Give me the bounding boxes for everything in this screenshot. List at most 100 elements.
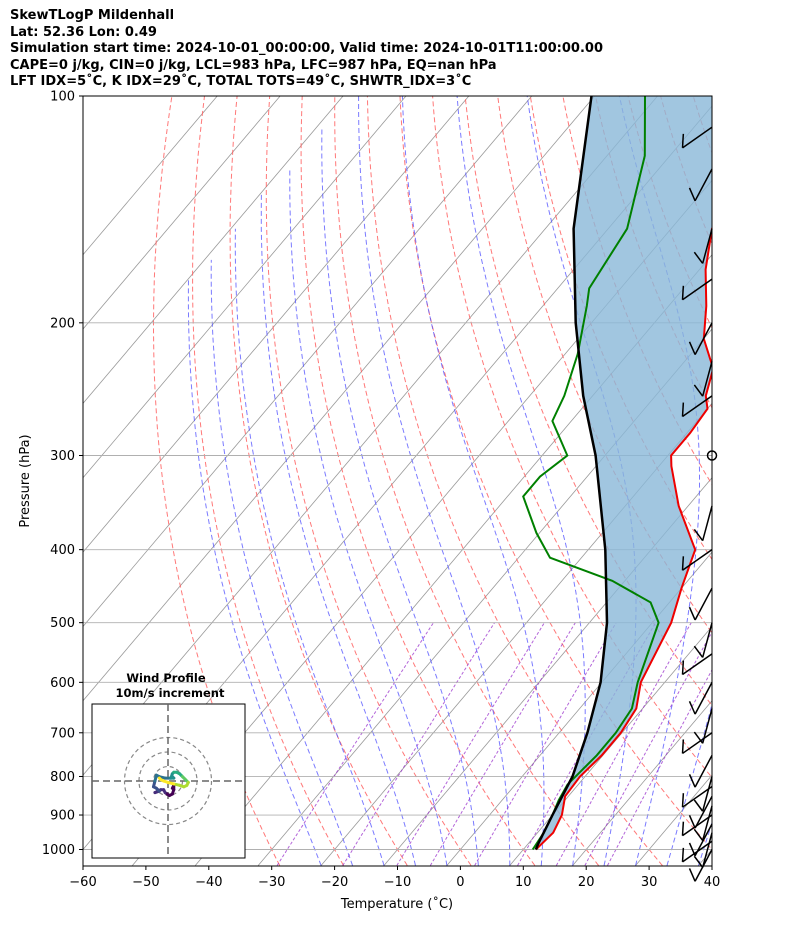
mixing-ratio-line <box>276 622 434 866</box>
background-lines <box>83 96 794 866</box>
y-tick-label: 200 <box>50 316 75 331</box>
barb-staff <box>682 278 713 301</box>
y-tick-label: 400 <box>50 543 75 558</box>
isotherm-line <box>83 96 595 702</box>
parcel-line <box>534 96 609 850</box>
stability-line: CAPE=0 j/kg, CIN=0 j/kg, LCL=983 hPa, LF… <box>10 57 497 73</box>
y-tick-label: 1000 <box>42 843 75 858</box>
wind-barb <box>688 168 713 202</box>
mixing-ratio-line <box>607 668 712 866</box>
barb-flag <box>693 251 704 264</box>
dry-adiabat-line <box>366 96 663 866</box>
y-tick-label: 800 <box>50 770 75 785</box>
barb-flag <box>688 842 696 857</box>
chart-header: SkewTLogP Mildenhall Lat: 52.36 Lon: 0.4… <box>10 8 603 91</box>
barb-flag <box>681 739 685 754</box>
moist-adiabat-line <box>358 96 511 866</box>
moist-adiabat-line <box>187 279 322 866</box>
barb-staff <box>701 228 713 264</box>
location-line: Lat: 52.36 Lon: 0.49 <box>10 24 157 40</box>
y-tick-label: 500 <box>50 616 75 631</box>
dry-adiabat-line <box>399 96 712 851</box>
wind-barb <box>681 278 713 301</box>
isotherm-line <box>83 96 344 405</box>
barb-flag <box>688 774 696 788</box>
x-axis-label: Temperature (˚C) <box>340 896 453 912</box>
barb-staff <box>701 505 713 541</box>
wind-barbs <box>681 126 718 882</box>
dry-adiabat-line <box>229 96 408 866</box>
x-tick-label: 0 <box>456 875 464 890</box>
hodograph-segment <box>157 776 163 782</box>
barb-staff <box>694 322 713 355</box>
barb-flag <box>681 133 685 148</box>
isotherm-line <box>761 96 794 865</box>
barb-flag <box>681 556 685 571</box>
wind-barb <box>681 126 713 149</box>
dry-adiabat-line <box>497 96 712 634</box>
barb-staff <box>682 732 713 755</box>
barb-flag <box>681 847 685 862</box>
barb-staff <box>701 776 713 812</box>
barb-flag <box>688 606 696 621</box>
barb-staff <box>694 681 713 715</box>
isotherm-line <box>83 96 533 628</box>
barb-flag <box>693 731 704 744</box>
inset-subtitle: 10m/s increment <box>116 686 225 700</box>
y-tick-label: 700 <box>50 726 75 741</box>
mixing-ratio-line <box>584 631 712 866</box>
mixing-ratio-line <box>342 622 495 866</box>
wind-barb <box>688 587 713 621</box>
isotherm-line <box>572 700 712 866</box>
isotherm-line <box>83 96 407 479</box>
moist-adiabat-line <box>260 194 416 866</box>
x-tick-label: −60 <box>69 875 96 890</box>
barb-flag <box>688 341 696 355</box>
isotherm-line <box>446 551 712 866</box>
barb-flag <box>693 828 704 842</box>
wind-barb <box>688 322 713 355</box>
barb-flag <box>688 700 696 715</box>
y-tick-label: 900 <box>50 809 75 824</box>
moist-adiabat-line <box>698 821 712 866</box>
y-axis-label: Pressure (hPa) <box>18 434 33 527</box>
wind-barb <box>693 776 713 812</box>
barb-staff <box>694 755 713 788</box>
y-tick-label: 100 <box>50 90 75 105</box>
wind-barb <box>693 708 713 744</box>
barb-staff <box>701 832 713 868</box>
cape-area <box>535 96 712 850</box>
profile-lines <box>522 96 712 851</box>
isotherm-line <box>83 96 470 553</box>
wind-barb <box>693 622 713 658</box>
barb-staff <box>682 549 713 571</box>
x-tick-label: −50 <box>132 875 159 890</box>
wind-barb <box>681 395 713 418</box>
wind-barb <box>681 653 713 676</box>
barb-staff <box>694 587 713 621</box>
wind-profile-inset: Wind Profile 10m/s increment <box>91 671 246 859</box>
barb-staff <box>682 785 713 808</box>
barb-flag <box>688 814 696 829</box>
x-tick-label: 20 <box>578 875 595 890</box>
wind-barb <box>681 785 713 808</box>
wind-barb <box>681 549 713 571</box>
barb-staff <box>701 805 713 841</box>
dry-adiabat-line <box>464 96 712 707</box>
dry-adiabat-line <box>300 96 536 866</box>
temperature-line <box>535 226 712 851</box>
mixing-ratio-line <box>396 622 545 866</box>
y-tick-label: 600 <box>50 676 75 691</box>
time-line: Simulation start time: 2024-10-01_00:00:… <box>10 41 603 56</box>
dry-adiabat-line <box>153 96 281 866</box>
barb-staff <box>682 653 713 676</box>
isotherm-line <box>257 328 712 866</box>
indices-line: LFT IDX=5˚C, K IDX=29˚C, TOTAL TOTS=49˚C… <box>10 74 472 89</box>
x-tick-label: 30 <box>641 875 658 890</box>
moist-adiabat-line <box>456 96 586 866</box>
wind-barb <box>693 228 713 264</box>
wind-barb <box>688 681 713 715</box>
isotherm-line <box>698 848 712 866</box>
wind-barb <box>693 505 713 542</box>
barb-staff <box>694 795 713 829</box>
